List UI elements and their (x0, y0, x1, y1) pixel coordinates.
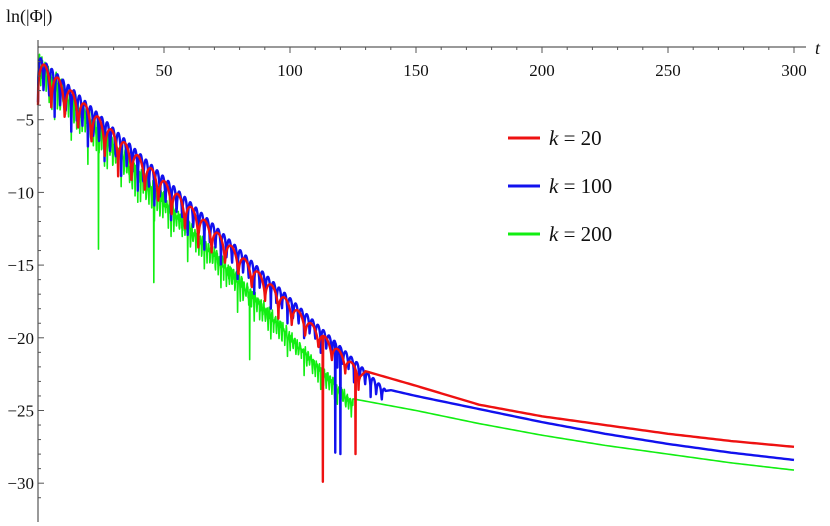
y-axis-title: ln(|Φ|) (6, 6, 52, 27)
x-tick-label: 250 (655, 61, 681, 80)
legend-label-100: k = 100 (549, 174, 612, 198)
legend-label-20: k = 20 (549, 126, 602, 150)
series-line-20 (36, 63, 795, 483)
axes (37, 40, 806, 522)
y-tick-label: −20 (7, 329, 34, 348)
y-tick-label: −25 (7, 401, 34, 420)
series-line-100 (36, 57, 795, 462)
x-tick-label: 300 (781, 61, 807, 80)
y-tick-label: −5 (16, 111, 34, 130)
x-axis-title: t (815, 38, 821, 58)
x-tick-label: 50 (156, 61, 173, 80)
legend-label-200: k = 200 (549, 222, 612, 246)
x-tick-label: 200 (529, 61, 555, 80)
series-line-200 (37, 53, 795, 471)
y-tick-label: −30 (7, 474, 34, 493)
legend: k = 20 k = 100 k = 200 (508, 126, 612, 246)
y-tick-label: −10 (7, 183, 34, 202)
ticks: 50 100 150 200 250 300 −5 −10 −15 −20 −25 −30 (7, 47, 807, 499)
y-tick-label: −15 (7, 256, 34, 275)
series-layer (36, 53, 795, 483)
x-tick-label: 100 (277, 61, 303, 80)
x-tick-label: 150 (403, 61, 429, 80)
